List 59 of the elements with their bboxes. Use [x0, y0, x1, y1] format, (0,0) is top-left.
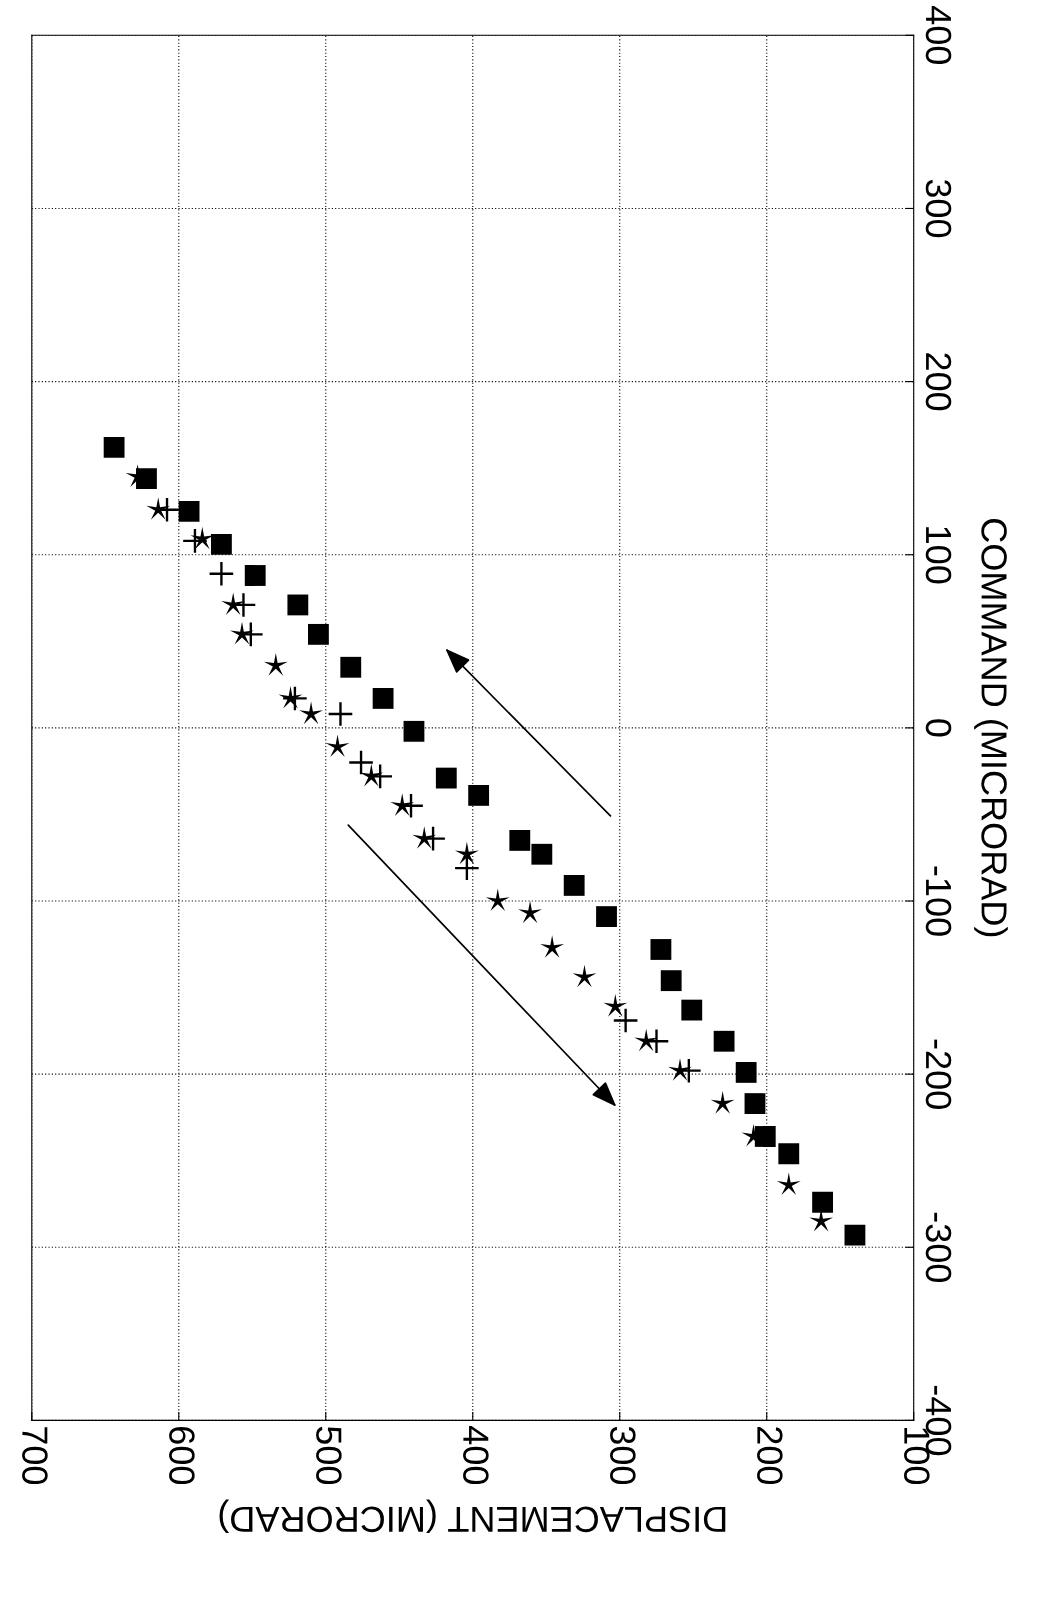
y-tick-label: 100 [925, 527, 952, 584]
point [372, 688, 394, 709]
point [308, 623, 329, 645]
point [435, 767, 457, 789]
y-tick-label: 400 [925, 6, 952, 65]
point [368, 764, 392, 789]
point [735, 1062, 757, 1083]
x-tick-label: 400 [463, 1426, 489, 1485]
point [178, 501, 200, 522]
point [603, 994, 628, 1017]
point [531, 843, 553, 865]
point [572, 964, 597, 988]
point [518, 900, 542, 924]
point [468, 784, 490, 806]
point [403, 720, 425, 742]
y-axis-title: COMMAND (MICRORAD) [974, 519, 1008, 937]
x-tick-label: 700 [22, 1427, 48, 1485]
point [650, 939, 672, 960]
point [681, 999, 703, 1021]
point [421, 826, 445, 851]
x-tick-label: 200 [757, 1427, 783, 1485]
point [713, 1030, 735, 1052]
y-tick-label: 0 [925, 719, 952, 737]
y-tick-label: 200 [925, 353, 952, 411]
point [844, 1224, 866, 1246]
point [340, 656, 362, 678]
point [103, 436, 125, 458]
point [613, 1008, 638, 1033]
point [349, 750, 373, 775]
point [812, 1191, 834, 1213]
x-tick-label: 300 [610, 1426, 636, 1485]
point [509, 829, 531, 851]
point [485, 888, 510, 912]
point [263, 653, 288, 676]
x-tick-label: 600 [169, 1427, 195, 1485]
x-axis-title: DISPLACEMENT (MICRORAD) [219, 1499, 726, 1534]
point [244, 565, 266, 586]
point [209, 561, 234, 586]
point [660, 970, 682, 992]
point [754, 1126, 776, 1147]
point [211, 533, 232, 555]
y-tick-label: 300 [925, 179, 952, 238]
point [744, 1093, 766, 1114]
point [325, 734, 350, 758]
point [454, 841, 479, 865]
point [778, 1143, 800, 1165]
y-tick-label: -100 [925, 866, 952, 936]
point [287, 594, 309, 616]
point [596, 906, 617, 928]
point [710, 1091, 735, 1114]
y-tick-label: -200 [925, 1039, 952, 1109]
y-tick-label: -300 [925, 1212, 952, 1283]
point [540, 935, 565, 958]
point [563, 875, 585, 896]
x-tick-label: 500 [316, 1426, 342, 1485]
point [283, 686, 307, 711]
point [299, 701, 323, 725]
point [328, 702, 353, 726]
point [776, 1172, 801, 1196]
